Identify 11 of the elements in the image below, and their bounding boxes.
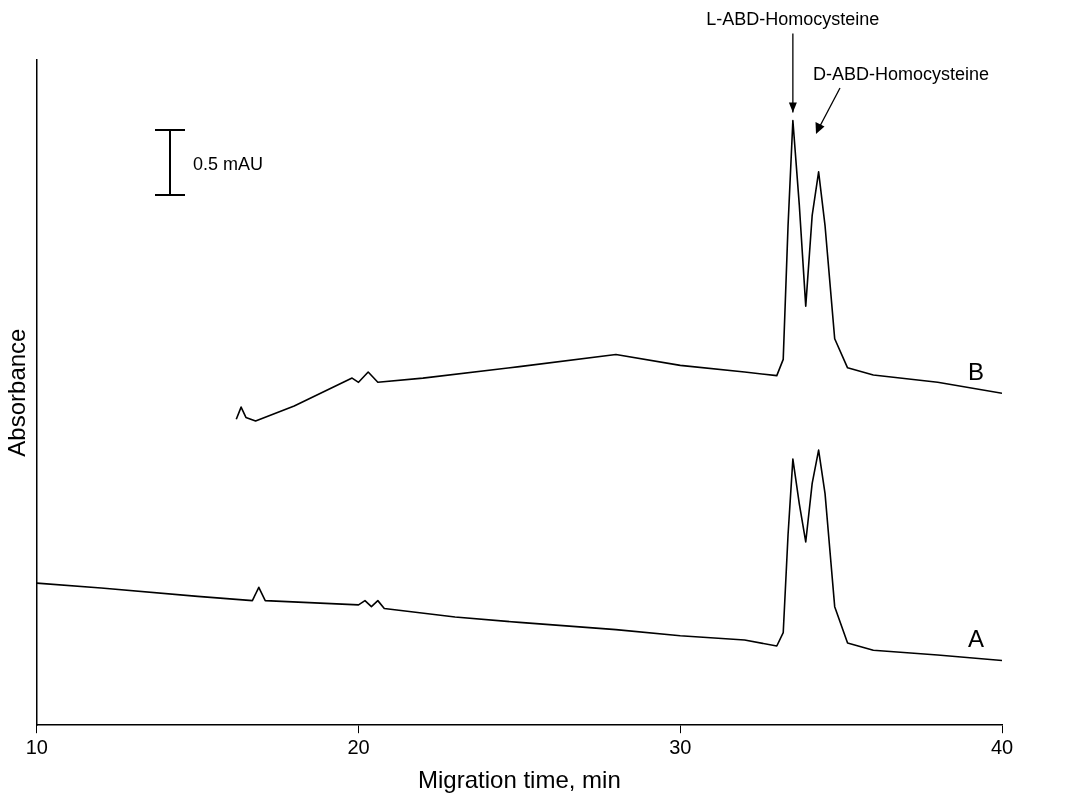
annotation: L-ABD-Homocysteine [706,9,880,30]
x-tick-label: 20 [347,735,370,758]
x-axis-title: Migration time, min [418,766,621,794]
y-axis-title: Absorbance [3,328,31,457]
x-tick-label: 30 [669,735,692,758]
x-tick-label: 10 [25,735,48,758]
x-tick-label: 40 [990,735,1014,758]
series-label: B [967,357,984,385]
series-label: A [967,625,984,653]
text: D-ABD-Homocysteine [813,64,990,84]
annotation: 0.5 mAU [193,154,264,174]
